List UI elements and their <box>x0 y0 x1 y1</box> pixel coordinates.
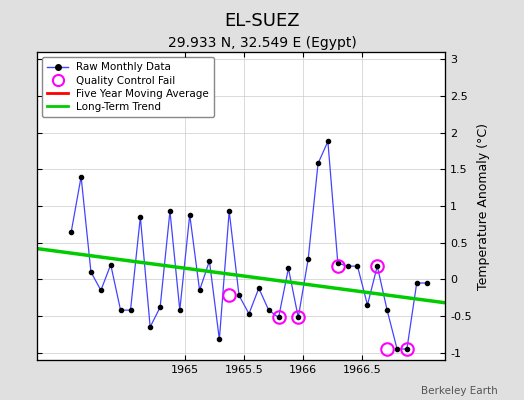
Text: Berkeley Earth: Berkeley Earth <box>421 386 498 396</box>
Y-axis label: Temperature Anomaly (°C): Temperature Anomaly (°C) <box>477 122 490 290</box>
Text: 29.933 N, 32.549 E (Egypt): 29.933 N, 32.549 E (Egypt) <box>168 36 356 50</box>
Text: EL-SUEZ: EL-SUEZ <box>224 12 300 30</box>
Legend: Raw Monthly Data, Quality Control Fail, Five Year Moving Average, Long-Term Tren: Raw Monthly Data, Quality Control Fail, … <box>42 57 214 117</box>
